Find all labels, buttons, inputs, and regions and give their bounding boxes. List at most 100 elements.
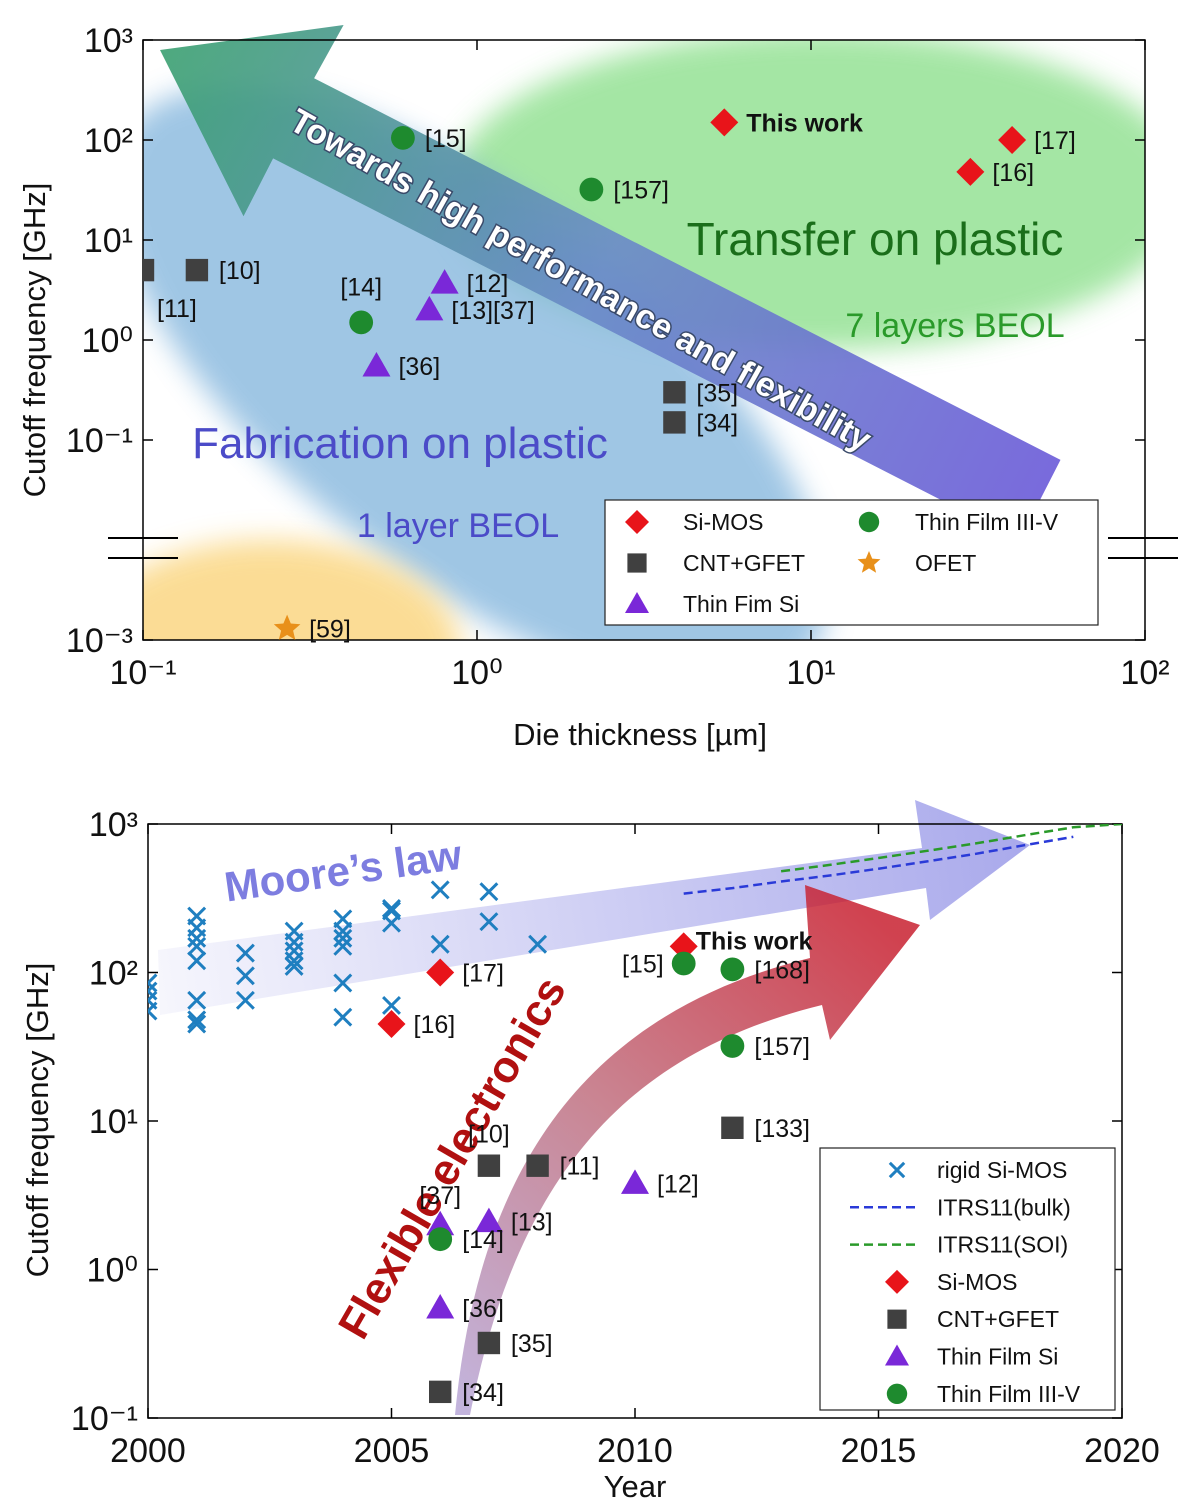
point-label: [16]	[992, 159, 1034, 187]
marker	[721, 1034, 745, 1058]
annotation: Transfer on plastic	[687, 213, 1064, 265]
marker	[579, 178, 603, 202]
annotation: 7 layers BEOL	[845, 307, 1064, 345]
legend-label: CNT+GFET	[683, 550, 805, 576]
legend-label: Thin Fim Si	[683, 591, 799, 617]
legend-label: Si-MOS	[683, 509, 764, 535]
x-axis-label: Die thickness [µm]	[513, 717, 767, 752]
marker	[132, 259, 154, 281]
point-label: [13][37]	[451, 297, 534, 325]
legend-label: rigid Si-MOS	[937, 1157, 1067, 1183]
figure: Die thickness [µm] Cutoff frequency [GHz…	[0, 0, 1181, 1503]
point-label: [12]	[467, 270, 509, 298]
y-tick-label: 10⁻¹	[71, 1400, 138, 1438]
marker	[429, 1381, 451, 1403]
y-tick-label: 10⁰	[82, 322, 133, 360]
annotation: Moore’s law	[221, 831, 464, 911]
marker	[478, 1332, 500, 1354]
marker	[721, 1117, 743, 1139]
marker	[621, 1169, 649, 1194]
point-label: [14]	[462, 1226, 504, 1254]
marker	[526, 1155, 548, 1177]
point-label: This work	[696, 927, 813, 955]
background-shapes	[17, 0, 1181, 801]
legend-marker	[887, 1384, 907, 1404]
annotation: 1 layer BEOL	[357, 507, 559, 545]
x-tick-label: 10⁰	[451, 654, 502, 692]
marker	[426, 1294, 454, 1319]
point-label: [37]	[419, 1182, 461, 1210]
point-label: [10]	[468, 1121, 510, 1149]
legend-label: ITRS11(bulk)	[937, 1194, 1071, 1220]
point-label: [15]	[425, 125, 467, 153]
point-label: This work	[746, 109, 863, 137]
point-label: [157]	[754, 1033, 810, 1061]
x-tick-label: 10¹	[786, 654, 835, 692]
marker	[334, 910, 351, 927]
point-label: [168]	[754, 956, 810, 984]
point-label: [16]	[414, 1011, 456, 1039]
x-tick-label: 2020	[1084, 1432, 1160, 1470]
y-tick-label: 10³	[84, 22, 133, 60]
marker	[391, 126, 415, 150]
x-tick-label: 2010	[597, 1432, 673, 1470]
legend-marker	[859, 512, 879, 532]
legend-label: OFET	[915, 550, 976, 576]
marker	[478, 1155, 500, 1177]
point-label: [35]	[696, 379, 738, 407]
y-tick-label: 10¹	[89, 1103, 138, 1141]
point-label: [10]	[219, 257, 261, 285]
point-label: [15]	[622, 950, 664, 978]
point-label: [35]	[511, 1330, 553, 1358]
x-tick-label: 2015	[841, 1432, 917, 1470]
x-tick-label: 2005	[354, 1432, 430, 1470]
marker	[349, 310, 373, 334]
annotation: Fabrication on plastic	[192, 419, 608, 468]
point-label: [17]	[462, 960, 504, 988]
marker	[383, 900, 400, 917]
marker	[432, 881, 449, 898]
y-axis-label: Cutoff frequency [GHz]	[17, 183, 52, 498]
point-label: [34]	[462, 1379, 504, 1407]
marker	[383, 902, 400, 919]
marker	[378, 1010, 406, 1038]
y-tick-label: 10³	[89, 806, 138, 844]
point-label: [13]	[511, 1209, 553, 1237]
point-label: [36]	[398, 353, 440, 381]
point-label: [11]	[560, 1153, 600, 1181]
x-axis-label: Year	[604, 1469, 667, 1503]
point-label: [157]	[613, 176, 669, 204]
point-label: [59]	[309, 616, 351, 644]
y-tick-label: 10⁻³	[66, 622, 133, 660]
point-label: [36]	[462, 1295, 504, 1323]
y-tick-label: 10²	[84, 122, 133, 160]
y-tick-label: 10⁻¹	[66, 422, 133, 460]
legend-label: Thin Film III-V	[937, 1381, 1081, 1407]
legend-label: Thin Film Si	[937, 1344, 1058, 1370]
y-tick-label: 10²	[89, 955, 138, 993]
marker	[428, 1227, 452, 1251]
legend-label: CNT+GFET	[937, 1306, 1059, 1332]
marker	[334, 1009, 351, 1026]
legend-marker	[887, 1310, 906, 1329]
point-label: [11]	[157, 295, 197, 323]
legend-label: ITRS11(SOI)	[937, 1232, 1068, 1258]
marker	[186, 259, 208, 281]
x-tick-label: 10²	[1120, 654, 1169, 692]
legend-label: Si-MOS	[937, 1269, 1018, 1295]
marker	[188, 908, 205, 925]
legend-marker	[627, 553, 646, 572]
point-label: [133]	[754, 1115, 810, 1143]
marker	[663, 381, 685, 403]
point-label: [12]	[657, 1170, 699, 1198]
marker	[721, 957, 745, 981]
point-label: [14]	[340, 273, 382, 301]
legend-label: Thin Film III-V	[915, 509, 1059, 535]
y-axis-label: Cutoff frequency [GHz]	[20, 963, 55, 1278]
marker	[672, 952, 696, 976]
point-label: [34]	[696, 409, 738, 437]
marker	[663, 411, 685, 433]
y-tick-label: 10¹	[84, 222, 133, 260]
y-tick-label: 10⁰	[87, 1252, 138, 1290]
marker	[481, 883, 498, 900]
